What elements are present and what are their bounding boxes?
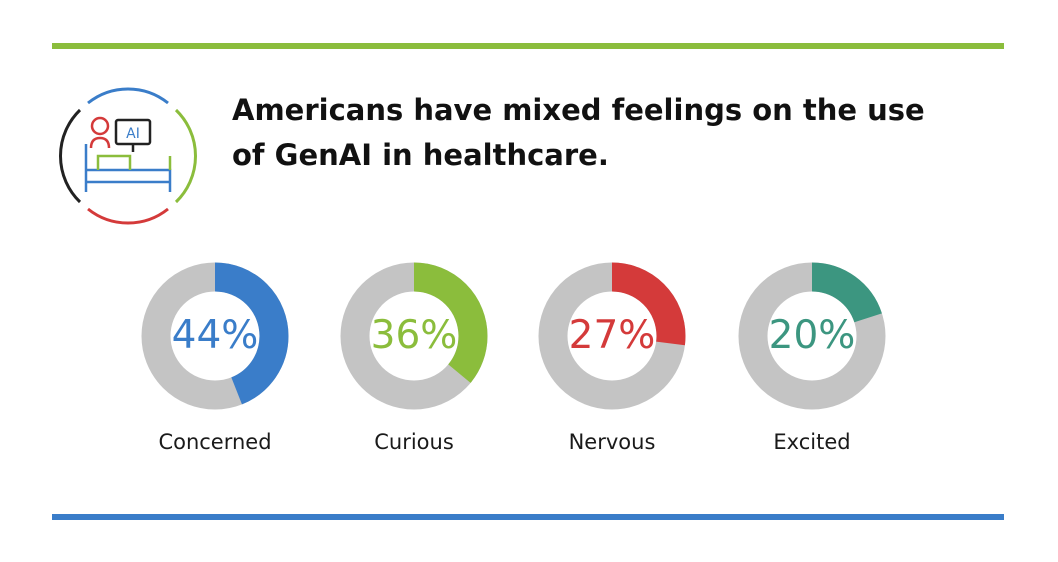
svg-text:AI: AI <box>126 126 140 142</box>
bottom-divider <box>52 514 1004 520</box>
donut-nervous: 27% <box>536 260 688 412</box>
donut-svg-concerned <box>141 262 289 410</box>
data-label-nervous: 27% <box>568 313 656 358</box>
ai-hospital-bed-icon: AI <box>58 87 198 225</box>
donut-slice-nervous <box>538 262 686 410</box>
data-label-excited: 20% <box>768 313 856 358</box>
data-label-concerned: 44% <box>171 313 259 358</box>
category-label-excited: Excited <box>773 430 851 454</box>
category-label-curious: Curious <box>374 430 454 454</box>
donut-curious: 36% <box>338 260 490 412</box>
top-divider <box>52 43 1004 49</box>
donut-svg-nervous <box>538 262 686 410</box>
donut-slice-excited <box>738 262 886 410</box>
donut-slice-concerned <box>141 262 289 410</box>
ai-healthcare-logo: AI <box>58 86 198 226</box>
chart-title: Americans have mixed feelings on the use… <box>232 93 925 172</box>
donut-concerned: 44% <box>139 260 291 412</box>
category-label-concerned: Concerned <box>158 430 272 454</box>
donut-svg-excited <box>738 262 886 410</box>
donut-slice-curious <box>340 262 488 410</box>
category-label-nervous: Nervous <box>568 430 656 454</box>
data-label-curious: 36% <box>370 313 458 358</box>
donut-excited: 20% <box>736 260 888 412</box>
donut-svg-curious <box>340 262 488 410</box>
